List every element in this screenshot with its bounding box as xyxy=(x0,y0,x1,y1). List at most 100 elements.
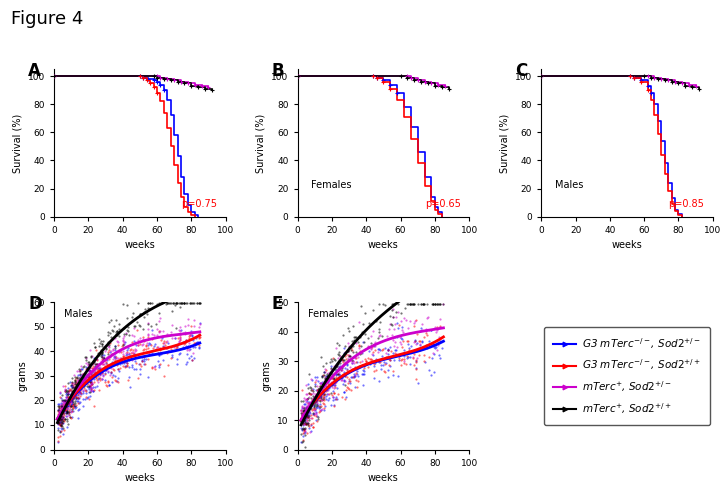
Point xyxy=(298,411,310,418)
Point xyxy=(102,377,114,385)
Point xyxy=(127,348,138,356)
Point xyxy=(302,395,313,403)
Point xyxy=(347,357,359,365)
Point xyxy=(329,365,341,372)
Point xyxy=(98,354,109,362)
Point xyxy=(333,366,344,373)
Point xyxy=(52,433,63,441)
Point xyxy=(171,343,182,351)
Point xyxy=(323,369,334,376)
Point xyxy=(323,384,334,392)
Point xyxy=(65,403,76,411)
Point xyxy=(295,414,307,422)
Point xyxy=(317,396,328,404)
Point xyxy=(304,414,315,422)
Point xyxy=(296,411,307,419)
Point xyxy=(298,407,310,414)
Point xyxy=(63,400,75,408)
Point xyxy=(310,378,321,386)
Point xyxy=(60,400,71,408)
Point xyxy=(400,304,411,312)
Point xyxy=(356,329,368,336)
Point xyxy=(71,397,83,405)
Point xyxy=(328,389,340,397)
Point xyxy=(384,312,396,320)
Point xyxy=(71,374,83,382)
Point xyxy=(389,342,400,350)
Point xyxy=(161,338,172,346)
Point xyxy=(193,323,204,331)
Point xyxy=(299,396,310,404)
Point xyxy=(100,358,112,366)
Point xyxy=(428,344,440,352)
Point xyxy=(56,408,68,416)
Point xyxy=(73,382,84,390)
Point xyxy=(123,349,135,357)
Point xyxy=(192,337,204,345)
Point xyxy=(82,377,94,385)
Point xyxy=(57,407,68,414)
Point xyxy=(77,387,89,395)
Point xyxy=(357,380,369,388)
Point xyxy=(147,363,158,370)
Point xyxy=(120,359,132,367)
Point xyxy=(384,356,396,364)
Point xyxy=(297,397,309,405)
Point xyxy=(324,370,336,377)
Point xyxy=(74,366,86,374)
Point xyxy=(107,365,119,372)
Point xyxy=(301,403,312,411)
Point xyxy=(339,365,351,372)
Point xyxy=(310,402,322,410)
Point xyxy=(379,369,390,376)
Point xyxy=(62,388,73,396)
Point xyxy=(135,310,147,318)
Point xyxy=(433,351,444,359)
Point xyxy=(96,369,108,377)
Point xyxy=(302,419,314,427)
Point xyxy=(390,346,401,354)
Point xyxy=(73,406,84,413)
Point xyxy=(59,408,71,415)
Point xyxy=(302,397,313,405)
Point xyxy=(52,424,63,432)
Point xyxy=(64,413,76,421)
Point xyxy=(365,332,377,340)
Point xyxy=(66,392,78,400)
Point xyxy=(58,396,70,404)
Point xyxy=(84,373,95,381)
Point xyxy=(171,299,183,307)
Point xyxy=(406,300,418,308)
Point xyxy=(63,408,74,415)
Point xyxy=(398,352,410,360)
Point xyxy=(181,344,192,352)
Point xyxy=(428,369,439,376)
Point xyxy=(93,351,104,359)
Point xyxy=(300,427,311,435)
Point xyxy=(88,365,99,372)
Point xyxy=(136,341,148,349)
Point xyxy=(102,368,114,375)
Point xyxy=(66,408,77,416)
Point xyxy=(96,340,107,348)
Point xyxy=(88,372,99,380)
Point xyxy=(63,411,74,418)
Point xyxy=(340,358,351,366)
Point xyxy=(298,420,310,428)
Point xyxy=(359,309,371,317)
Point xyxy=(118,359,130,367)
Point xyxy=(63,398,75,406)
Point xyxy=(106,358,117,366)
Point xyxy=(180,299,192,307)
Point xyxy=(60,407,72,415)
Point xyxy=(77,370,89,378)
Point xyxy=(77,386,89,394)
Point xyxy=(75,372,86,380)
Point xyxy=(418,300,429,308)
Point xyxy=(426,326,437,334)
Point xyxy=(112,374,124,382)
Point xyxy=(299,418,310,426)
Point xyxy=(89,366,100,374)
Point xyxy=(325,380,336,388)
Point xyxy=(55,407,66,415)
